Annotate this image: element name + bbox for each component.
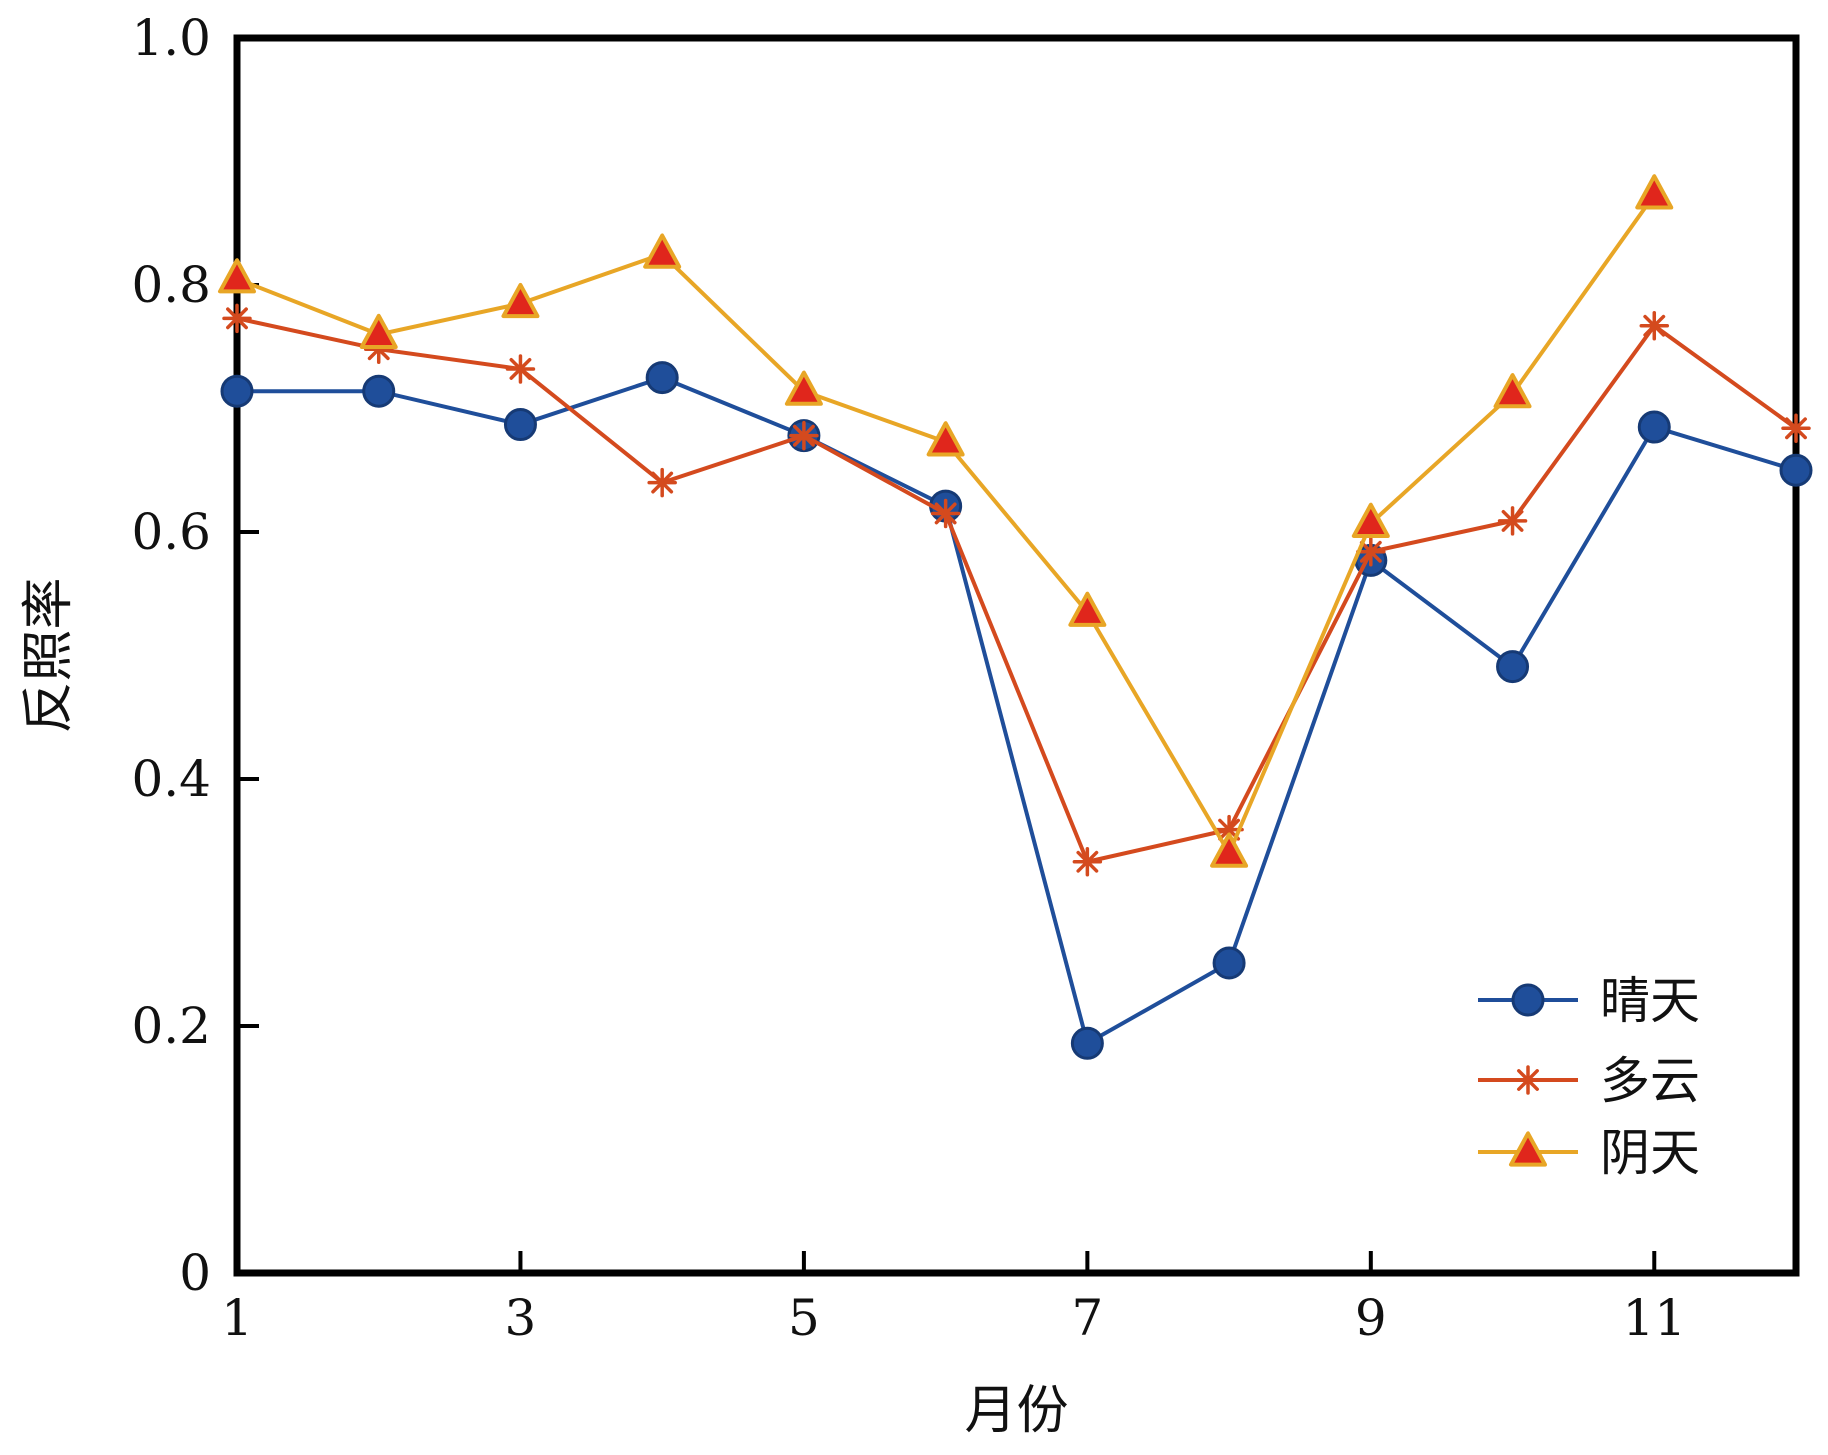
data-point-stroke xyxy=(1643,314,1666,337)
data-point xyxy=(1070,1026,1104,1060)
data-point-stroke xyxy=(1785,417,1807,440)
data-point xyxy=(1635,174,1674,210)
x-tick-label: 11 xyxy=(1622,1289,1686,1347)
series-1 xyxy=(220,361,1813,1060)
data-point xyxy=(1497,506,1528,536)
data-point-stroke xyxy=(1076,850,1099,873)
plot-frame xyxy=(233,34,1800,1277)
series-3 xyxy=(218,174,1674,868)
data-point xyxy=(501,282,540,319)
y-axis-title: 反照率 xyxy=(19,577,79,733)
data-point-stroke xyxy=(1218,818,1241,841)
data-point xyxy=(503,408,537,442)
series-2 xyxy=(222,303,1811,877)
data-point xyxy=(220,374,254,408)
data-point xyxy=(1493,373,1532,409)
x-tick-label: 7 xyxy=(1071,1289,1103,1347)
data-point xyxy=(647,467,677,498)
plot-series xyxy=(218,174,1813,1060)
data-point xyxy=(1781,413,1811,444)
data-point-stroke xyxy=(651,471,674,494)
y-tick-label: 0.2 xyxy=(131,997,211,1055)
series-line xyxy=(236,316,1798,864)
data-point xyxy=(1072,846,1103,877)
x-tick-label: 3 xyxy=(505,1289,537,1347)
data-point xyxy=(1212,946,1246,980)
data-point xyxy=(930,498,961,529)
y-tick-label: 0.8 xyxy=(131,256,211,314)
legend-label: 多云 xyxy=(1600,1052,1700,1110)
data-point xyxy=(218,258,256,294)
data-point xyxy=(789,420,819,451)
data-point-stroke xyxy=(934,502,957,525)
data-point xyxy=(362,374,396,408)
legend-entry: 多云 xyxy=(1478,1052,1700,1110)
x-tick-label: 9 xyxy=(1355,1289,1387,1347)
data-point xyxy=(645,361,679,395)
y-tick-label: 0 xyxy=(179,1244,211,1302)
data-point xyxy=(926,421,965,457)
data-point xyxy=(1637,410,1671,444)
data-point-stroke xyxy=(509,358,532,380)
legend-entry: 晴天 xyxy=(1478,972,1700,1030)
data-point xyxy=(1068,591,1107,627)
axes: 1 3 5 7 9 11 0 0.2 0.4 0.6 0.8 1.0 xyxy=(131,9,1800,1347)
legend-marker-stroke xyxy=(1517,1069,1539,1091)
data-point-stroke xyxy=(1501,509,1524,532)
data-point xyxy=(1351,502,1390,538)
series-line xyxy=(237,375,1797,1046)
data-point xyxy=(1639,311,1670,341)
data-point xyxy=(505,354,536,384)
data-point xyxy=(1496,650,1530,684)
y-tick-label: 0.6 xyxy=(131,503,211,561)
data-point-stroke xyxy=(1359,540,1382,563)
data-point-stroke xyxy=(226,307,248,330)
legend-marker xyxy=(1511,983,1545,1017)
x-axis-title: 月份 xyxy=(964,1381,1068,1441)
data-point xyxy=(1779,453,1813,487)
y-tick-label: 1.0 xyxy=(131,9,211,67)
data-point xyxy=(222,303,252,334)
legend-entry: 阴天 xyxy=(1478,1124,1700,1182)
y-tick-label: 0.4 xyxy=(131,750,211,808)
legend-label: 晴天 xyxy=(1600,972,1700,1030)
data-point-stroke xyxy=(792,424,815,447)
legend-marker xyxy=(1513,1065,1543,1095)
data-point xyxy=(1356,537,1386,567)
data-point xyxy=(784,370,823,406)
legend-marker xyxy=(1509,1131,1547,1167)
data-point xyxy=(359,313,398,349)
data-point xyxy=(1210,832,1249,868)
data-point xyxy=(643,233,682,269)
x-tick-label: 5 xyxy=(788,1289,820,1347)
legend-label: 阴天 xyxy=(1600,1124,1700,1182)
x-tick-label: 1 xyxy=(221,1289,253,1347)
